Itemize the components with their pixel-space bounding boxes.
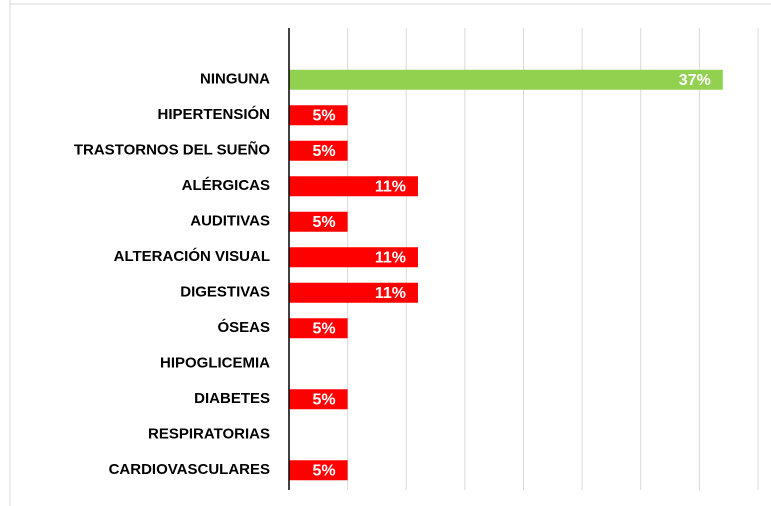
y-tick-label: DIGESTIVAS [180,284,270,301]
data-label: 37% [679,72,711,89]
bar [289,318,348,339]
bar [289,69,723,90]
bar [289,389,348,410]
y-tick-label: HIPERTENSIÓN [157,105,270,123]
data-label: 5% [313,391,336,408]
y-tick-label: CARDIOVASCULARES [109,461,270,478]
y-tick-label: TRASTORNOS DEL SUEÑO [74,141,270,159]
data-label: 5% [313,107,336,124]
data-label: 11% [375,285,406,302]
y-tick-label: ÓSEAS [217,318,270,336]
bar [289,140,348,161]
bar [289,247,418,268]
data-label: 5% [313,462,336,479]
data-label: 5% [313,143,336,160]
data-label: 11% [375,178,406,195]
y-tick-label: AUDITIVAS [190,213,270,230]
bar [289,176,418,197]
bar [289,105,348,126]
data-label: 11% [375,249,406,266]
y-tick-label: DIABETES [194,390,270,407]
y-tick-label: RESPIRATORIAS [148,426,270,443]
y-tick-label: ALTERACIÓN VISUAL [114,247,270,265]
bar [289,460,348,481]
data-label: 5% [313,320,336,337]
data-label: 5% [313,214,336,231]
y-tick-label: HIPOGLICEMIA [160,355,270,372]
y-tick-label: NINGUNA [200,71,270,88]
y-tick-label: ALÉRGICAS [182,177,270,194]
bar [289,211,348,232]
bar [289,282,418,303]
